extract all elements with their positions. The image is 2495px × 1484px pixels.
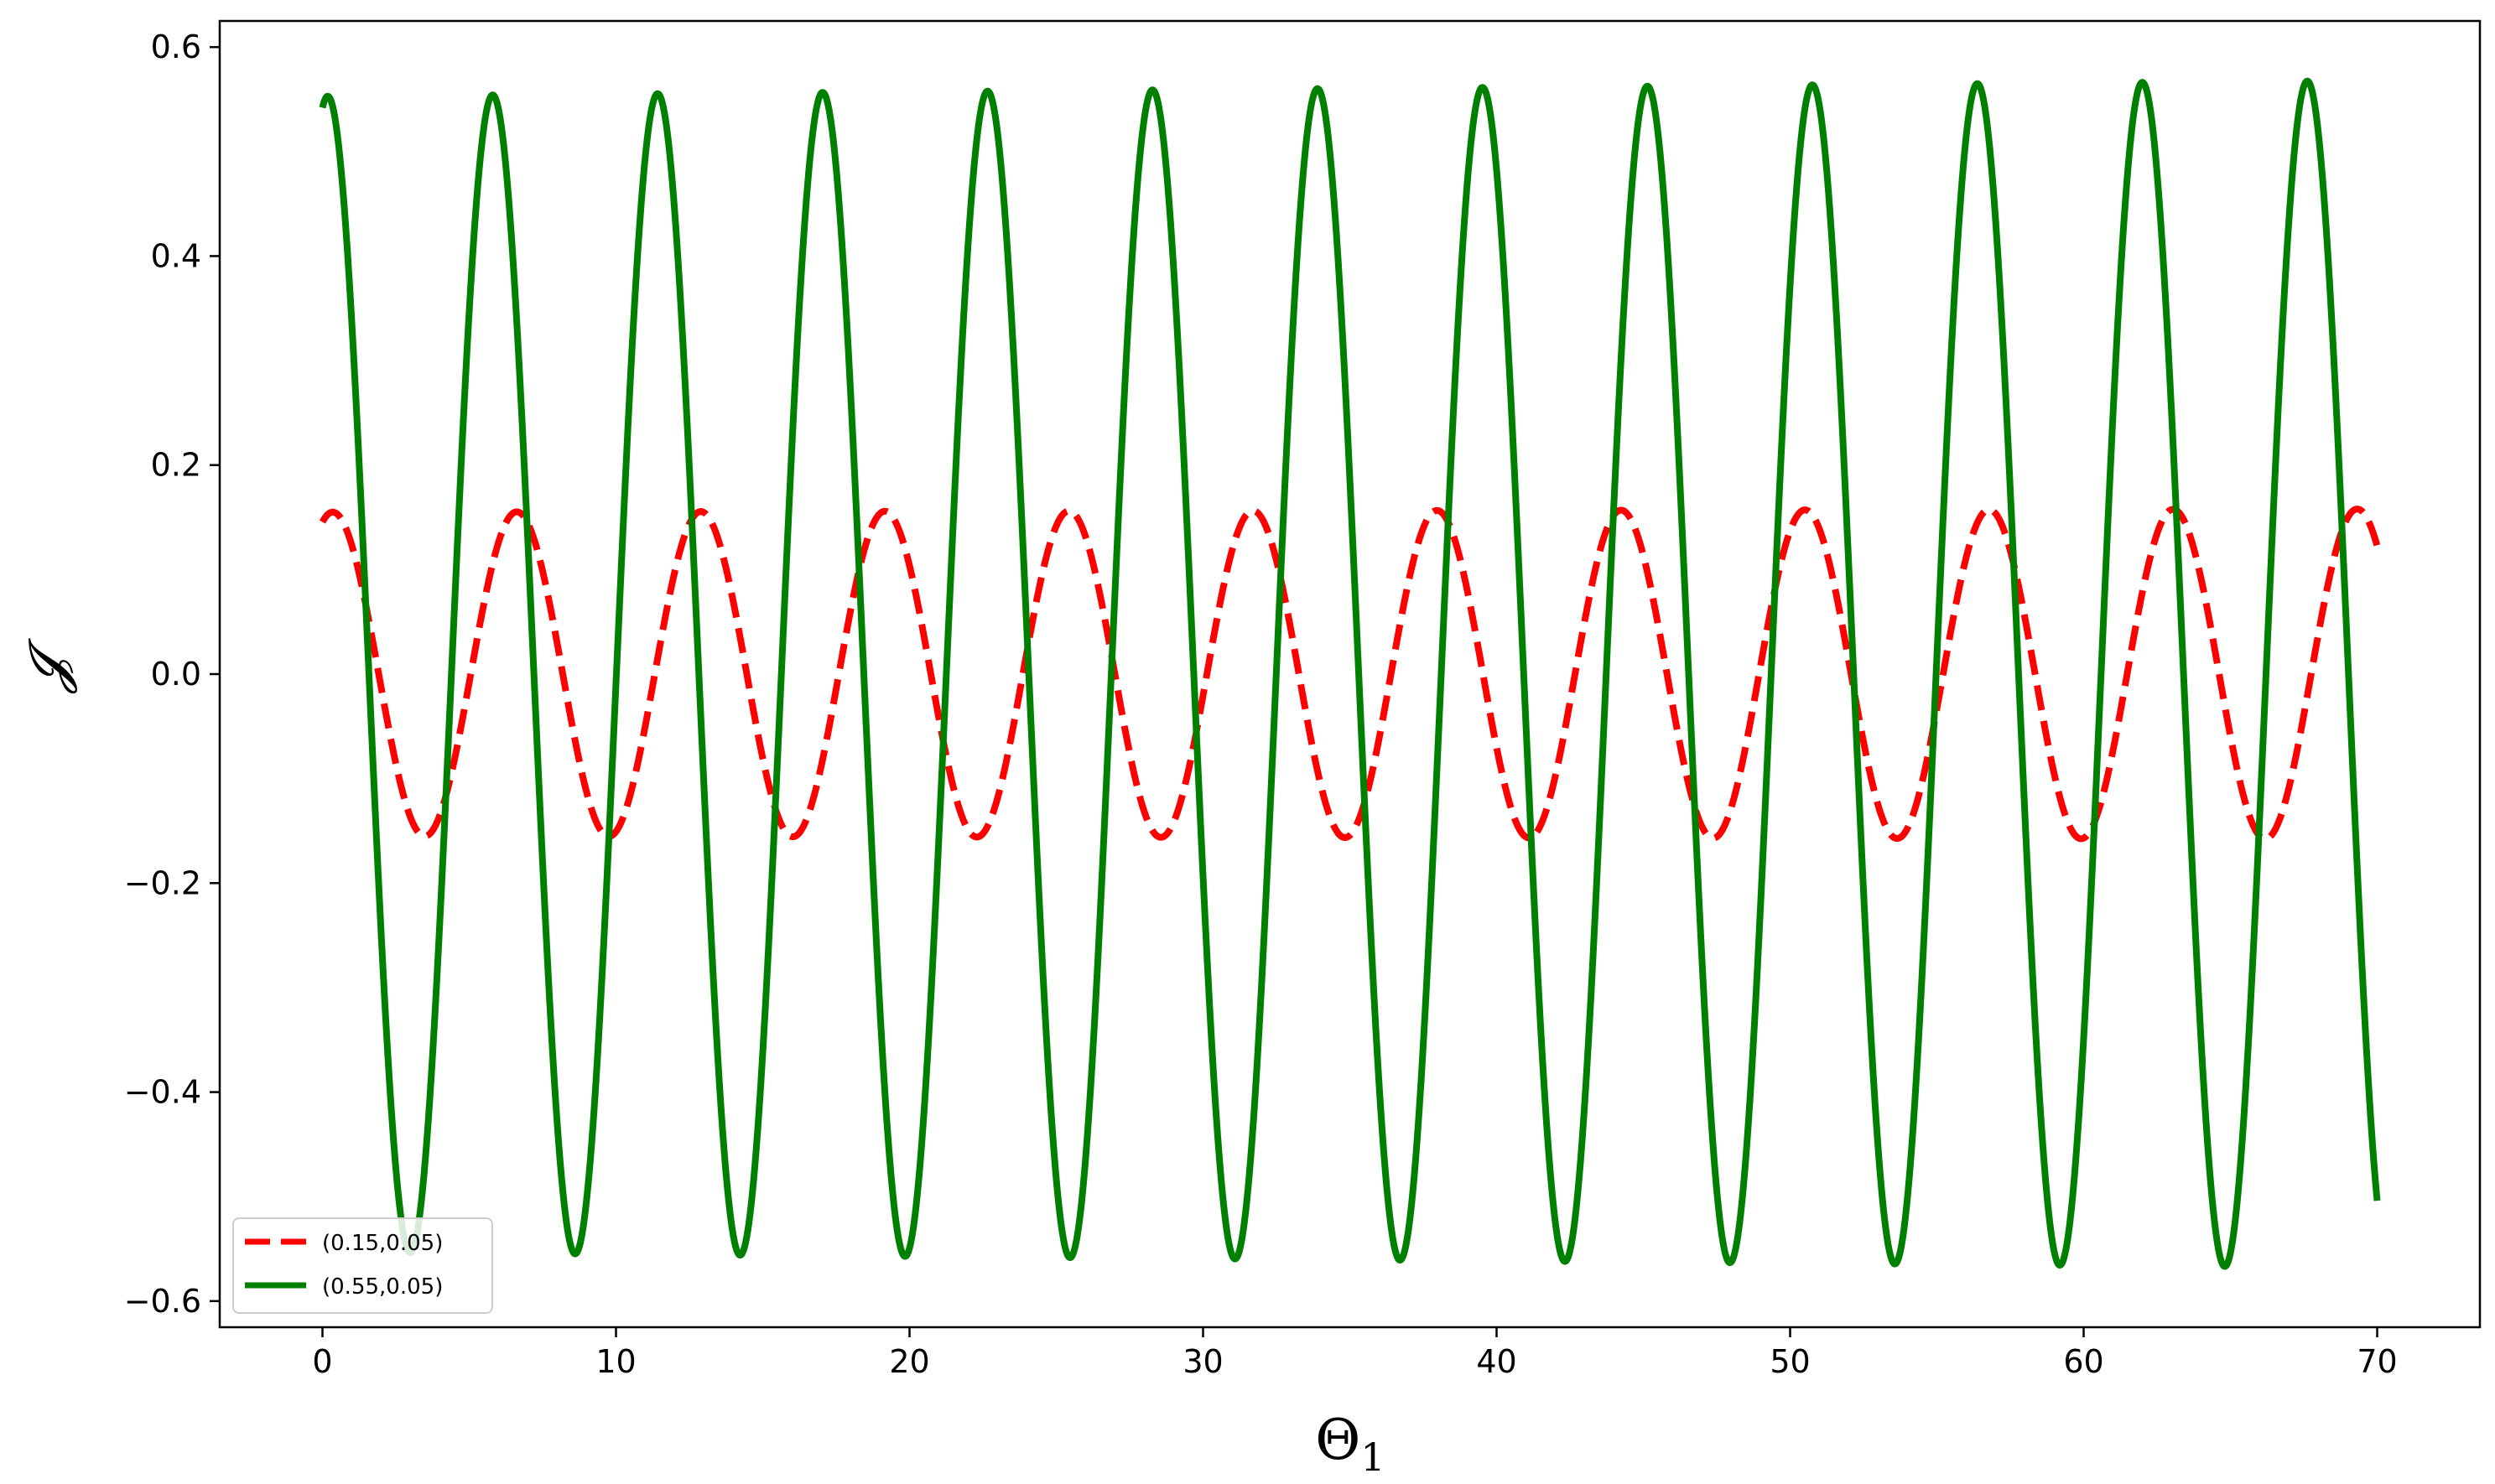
y-tick-label: 0.2 xyxy=(151,447,201,484)
series-line-2 xyxy=(319,77,2381,1270)
x-tick-label: 70 xyxy=(2357,1343,2397,1380)
x-tick-label: 30 xyxy=(1183,1343,1223,1380)
x-tick-label: 10 xyxy=(595,1343,636,1380)
y-axis-ticks: −0.6 −0.4 −0.2 0.0 0.2 0.4 0.6 xyxy=(124,29,220,1320)
legend: (0.15,0.05) (0.55,0.05) xyxy=(232,1217,493,1314)
x-tick-label: 60 xyxy=(2063,1343,2103,1380)
x-axis-label: Θ1 xyxy=(1315,1408,1385,1480)
x-axis-label-main: Θ xyxy=(1315,1408,1360,1472)
x-tick-label: 40 xyxy=(1476,1343,1516,1380)
y-tick-label: −0.2 xyxy=(124,864,201,901)
y-tick-label: 0.6 xyxy=(151,29,201,65)
series-group xyxy=(319,77,2381,1270)
legend-label-series-1: (0.15,0.05) xyxy=(322,1231,443,1256)
y-tick-label: 0.4 xyxy=(151,237,201,274)
x-tick-label: 20 xyxy=(889,1343,929,1380)
y-tick-label: −0.4 xyxy=(124,1074,201,1111)
x-axis-label-subscript: 1 xyxy=(1360,1435,1385,1480)
y-tick-label: −0.6 xyxy=(124,1283,201,1320)
x-tick-label: 50 xyxy=(1770,1343,1810,1380)
series-line-1 xyxy=(319,506,2381,843)
x-axis-ticks: 0 10 20 30 40 50 60 70 xyxy=(312,1327,2398,1380)
y-tick-label: 0.0 xyxy=(151,656,201,693)
x-tick-label: 0 xyxy=(312,1343,332,1380)
legend-label-series-2: (0.55,0.05) xyxy=(322,1274,443,1300)
